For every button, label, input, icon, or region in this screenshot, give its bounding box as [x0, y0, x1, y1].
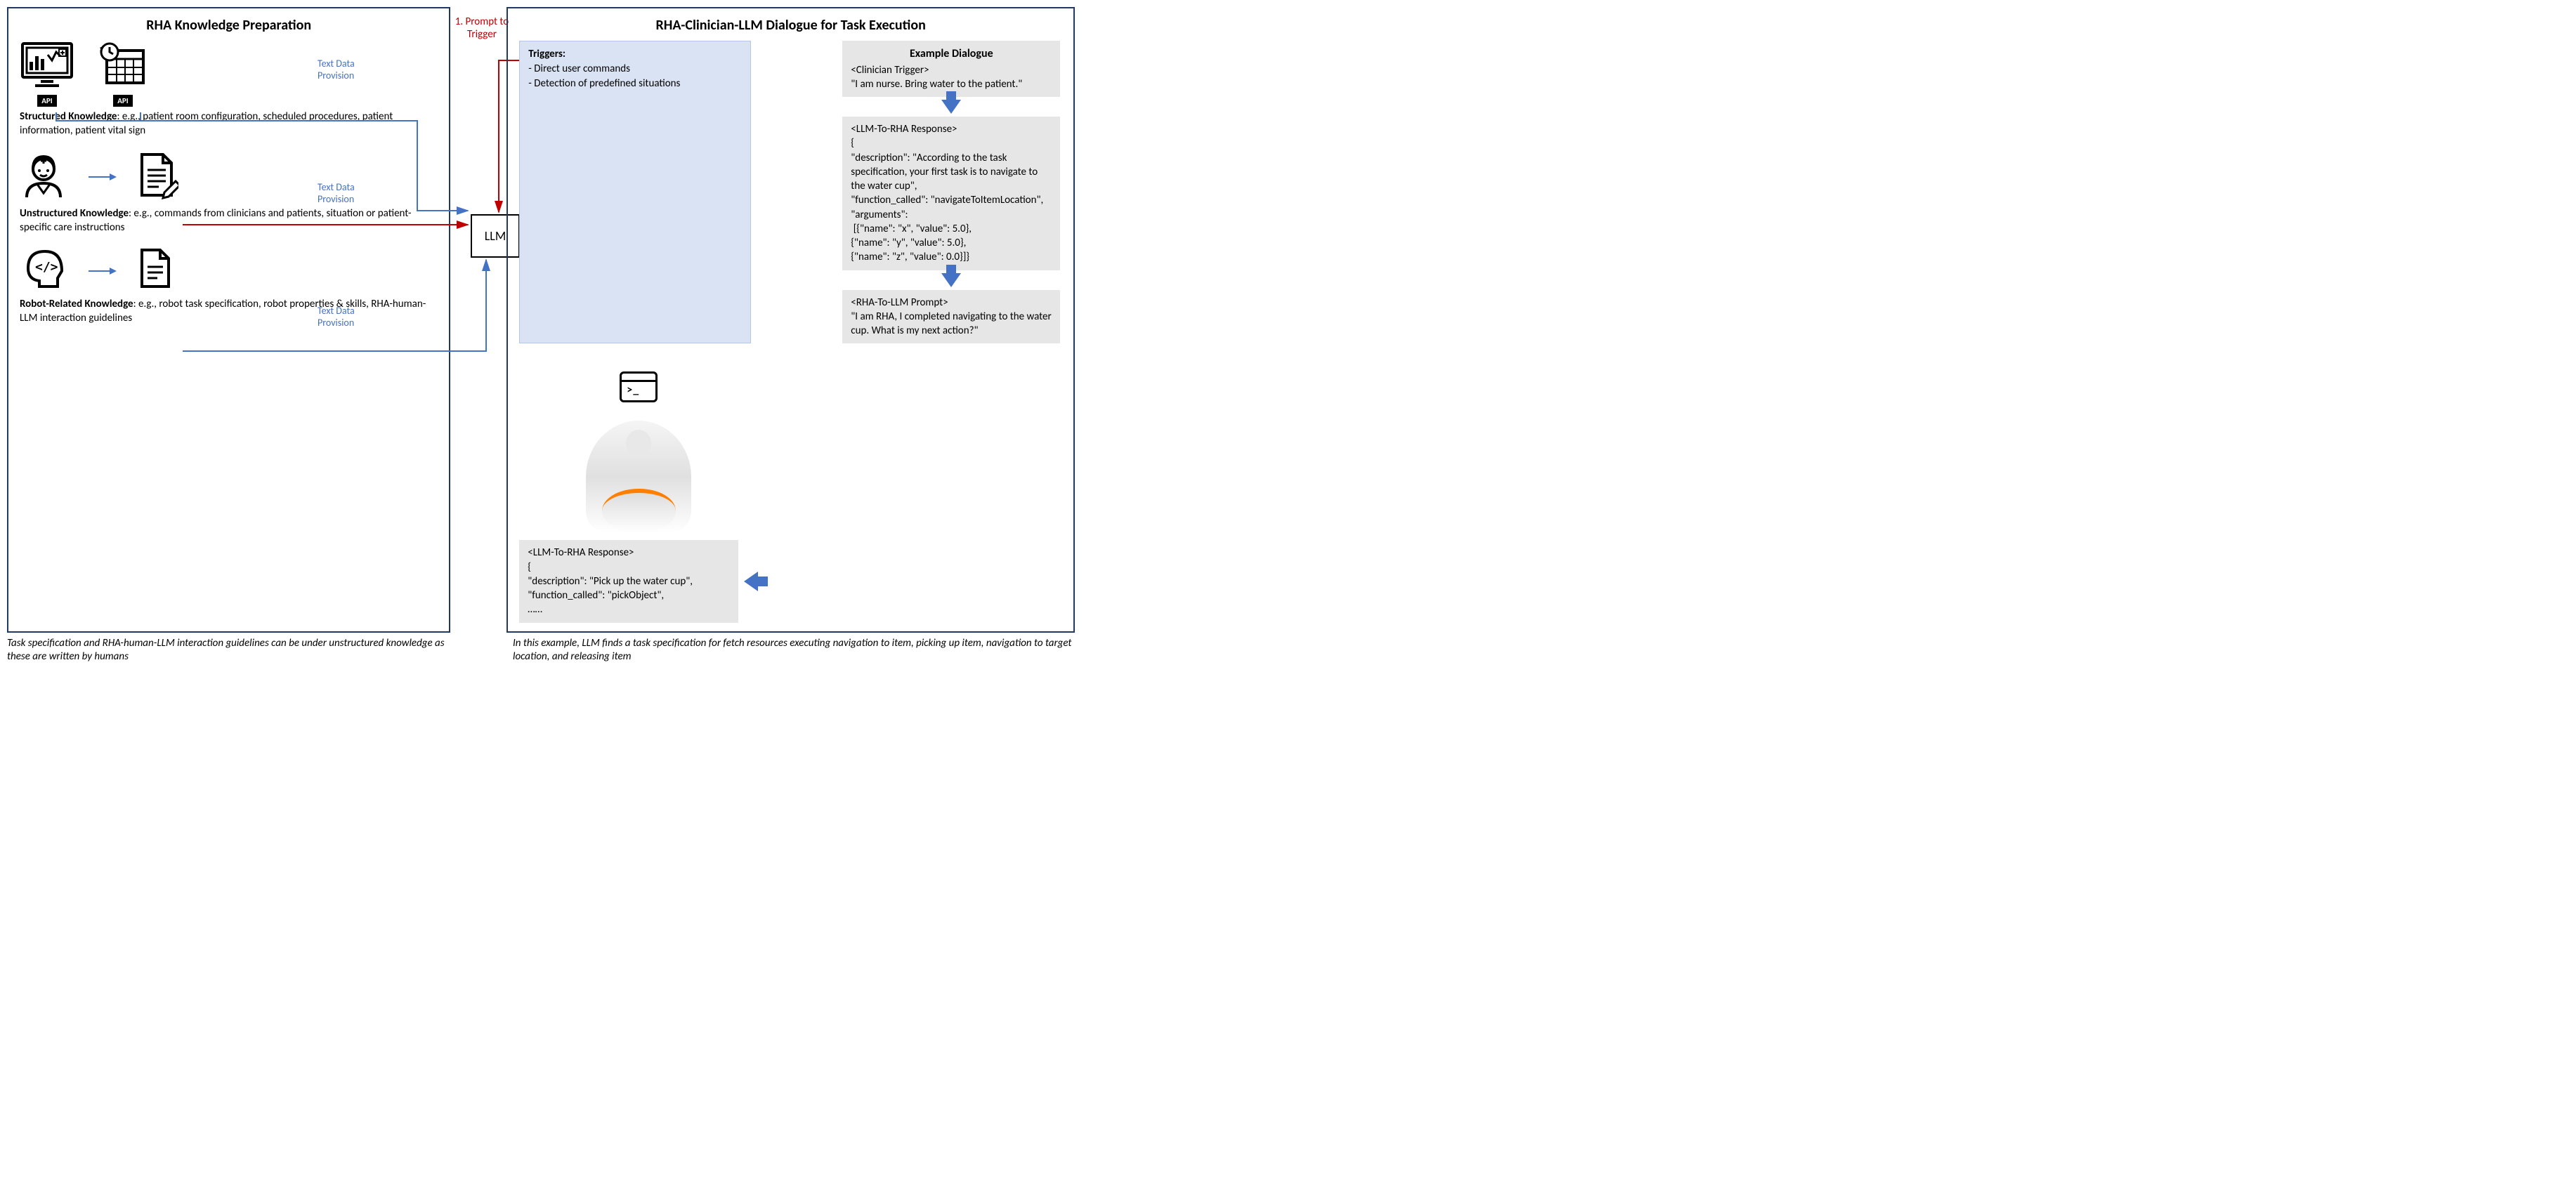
api-badge-2: API [113, 95, 132, 107]
example-dialogue-col: Example Dialogue <Clinician Trigger> "I … [842, 41, 1060, 343]
down-arrow-1 [941, 100, 961, 114]
document-icon [138, 247, 174, 294]
caption-right: In this example, LLM finds a task specif… [513, 637, 1089, 664]
robot-region [519, 371, 758, 533]
triggers-box: Triggers: - Direct user commands - Detec… [519, 41, 751, 343]
document-edit-icon [138, 152, 178, 203]
arrow-head-to-doc [89, 264, 117, 278]
llm-to-rha-box-2: <LLM-To-RHA Response> { "description": "… [519, 540, 738, 622]
structured-knowledge-row: API API [20, 41, 438, 138]
panel-knowledge-preparation: RHA Knowledge Preparation [7, 7, 450, 633]
unstructured-knowledge-text: Unstructured Knowledge: e.g., commands f… [20, 206, 438, 235]
down-arrow-2 [941, 273, 961, 287]
provision-label-1: Text Data Provision [318, 58, 381, 81]
caption-left: Task specification and RHA-human-LLM int… [7, 637, 457, 664]
llm-to-rha-row-2: <LLM-To-RHA Response> { "description": "… [519, 540, 758, 622]
api-badge-1: API [37, 95, 56, 107]
llm-to-rha-box-1: <LLM-To-RHA Response> { "description": "… [842, 117, 1060, 270]
code-head-icon: </> [20, 247, 67, 294]
left-arrow [744, 572, 758, 591]
arrow-nurse-to-doc [89, 170, 117, 184]
diagram-root: RHA Knowledge Preparation [7, 7, 1075, 633]
provision-label-3: Text Data Provision [318, 305, 381, 329]
svg-text:</>: </> [35, 260, 58, 275]
clinician-trigger-box: Example Dialogue <Clinician Trigger> "I … [842, 41, 1060, 97]
panel-left-title: RHA Knowledge Preparation [20, 17, 438, 34]
structured-knowledge-text: Structured Knowledge: e.g., patient room… [20, 110, 438, 138]
panel-right-title: RHA-Clinician-LLM Dialogue for Task Exec… [519, 17, 1062, 34]
robot-image [586, 421, 691, 533]
terminal-icon [620, 371, 658, 402]
schedule-calendar-icon: API [96, 41, 150, 107]
provision-label-2: Text Data Provision [318, 181, 381, 205]
dashboard-monitor-icon: API [20, 41, 74, 107]
panel-dialogue: RHA-Clinician-LLM Dialogue for Task Exec… [506, 7, 1075, 633]
nurse-icon [20, 151, 67, 204]
rha-to-llm-box: <RHA-To-LLM Prompt> "I am RHA, I complet… [842, 290, 1060, 344]
